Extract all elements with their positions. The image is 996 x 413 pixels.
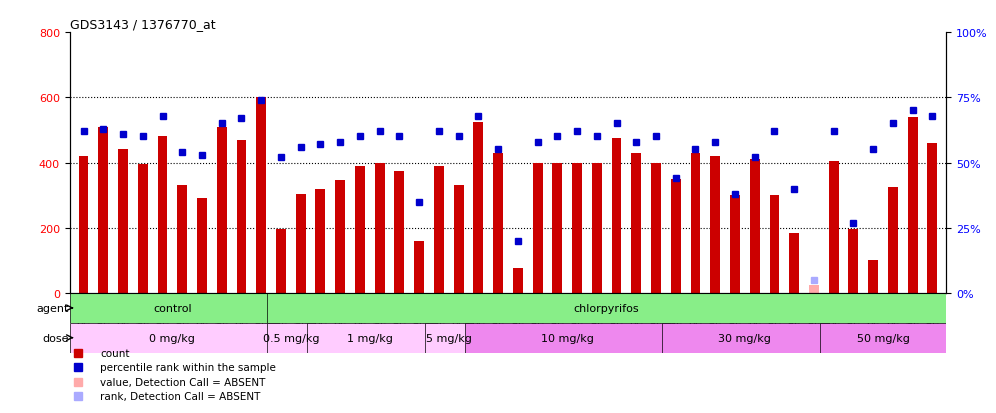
Text: value, Detection Call = ABSENT: value, Detection Call = ABSENT xyxy=(101,377,266,387)
Bar xyxy=(829,161,839,293)
Bar xyxy=(453,186,463,293)
Bar xyxy=(809,285,819,293)
Text: GDS3143 / 1376770_at: GDS3143 / 1376770_at xyxy=(70,17,215,31)
Bar xyxy=(493,153,503,293)
Bar xyxy=(336,181,345,293)
Bar xyxy=(533,163,543,293)
Bar xyxy=(217,127,227,293)
Bar xyxy=(592,163,602,293)
Bar xyxy=(750,160,760,293)
FancyBboxPatch shape xyxy=(425,323,472,353)
FancyBboxPatch shape xyxy=(820,323,946,353)
FancyBboxPatch shape xyxy=(464,323,670,353)
Text: agent: agent xyxy=(37,303,69,313)
Bar xyxy=(236,140,246,293)
FancyBboxPatch shape xyxy=(307,323,433,353)
Bar xyxy=(394,171,404,293)
Bar xyxy=(927,144,937,293)
Bar xyxy=(730,196,740,293)
Bar xyxy=(79,157,89,293)
Bar xyxy=(612,139,622,293)
Bar xyxy=(316,189,326,293)
Bar xyxy=(157,137,167,293)
Bar xyxy=(770,196,780,293)
FancyBboxPatch shape xyxy=(267,293,946,323)
Bar xyxy=(276,230,286,293)
Bar xyxy=(869,261,878,293)
Text: count: count xyxy=(101,348,129,358)
Bar xyxy=(374,163,384,293)
Bar xyxy=(849,230,859,293)
FancyBboxPatch shape xyxy=(70,323,275,353)
Text: control: control xyxy=(153,303,191,313)
Bar xyxy=(671,179,680,293)
Bar xyxy=(256,98,266,293)
Text: chlorpyrifos: chlorpyrifos xyxy=(574,303,639,313)
FancyBboxPatch shape xyxy=(267,323,315,353)
Bar xyxy=(572,163,582,293)
Bar xyxy=(907,118,917,293)
Text: 1 mg/kg: 1 mg/kg xyxy=(347,333,392,343)
Text: 50 mg/kg: 50 mg/kg xyxy=(857,333,909,343)
Text: 5 mg/kg: 5 mg/kg xyxy=(426,333,472,343)
Bar xyxy=(355,166,365,293)
Bar xyxy=(888,188,897,293)
FancyBboxPatch shape xyxy=(70,293,275,323)
FancyBboxPatch shape xyxy=(662,323,828,353)
Bar xyxy=(690,153,700,293)
Text: 10 mg/kg: 10 mg/kg xyxy=(541,333,594,343)
Text: 0.5 mg/kg: 0.5 mg/kg xyxy=(263,333,319,343)
Text: dose: dose xyxy=(42,333,69,343)
Bar xyxy=(434,166,444,293)
Bar xyxy=(99,127,109,293)
Bar xyxy=(473,123,483,293)
Text: percentile rank within the sample: percentile rank within the sample xyxy=(101,362,276,372)
Bar xyxy=(631,153,641,293)
Bar xyxy=(296,194,306,293)
Bar xyxy=(119,150,127,293)
Text: 0 mg/kg: 0 mg/kg xyxy=(149,333,195,343)
Bar xyxy=(513,269,523,293)
Bar xyxy=(651,163,661,293)
Bar xyxy=(137,165,147,293)
Bar xyxy=(789,233,799,293)
Bar xyxy=(414,241,424,293)
Bar xyxy=(553,163,563,293)
Bar xyxy=(197,199,207,293)
Bar xyxy=(177,186,187,293)
Bar xyxy=(710,157,720,293)
Text: rank, Detection Call = ABSENT: rank, Detection Call = ABSENT xyxy=(101,392,261,401)
Text: 30 mg/kg: 30 mg/kg xyxy=(718,333,771,343)
